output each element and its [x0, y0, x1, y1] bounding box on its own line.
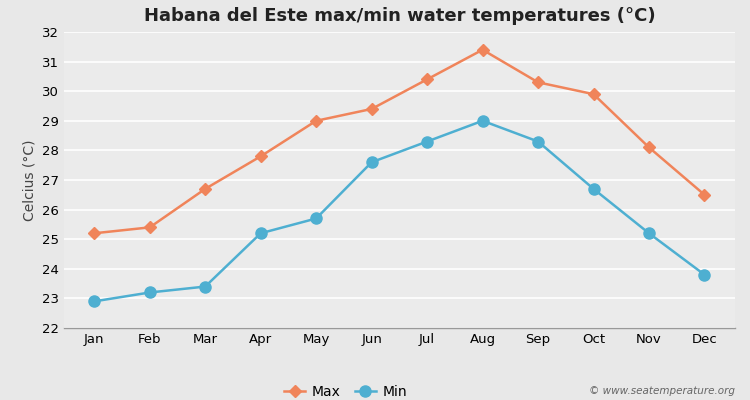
Min [533, 139, 542, 144]
Text: © www.seatemperature.org: © www.seatemperature.org [589, 386, 735, 396]
Max [90, 231, 99, 236]
Min [90, 299, 99, 304]
Max [201, 186, 210, 191]
Min [700, 272, 709, 277]
Title: Habana del Este max/min water temperatures (°C): Habana del Este max/min water temperatur… [143, 7, 656, 25]
Min [368, 160, 376, 165]
Max [312, 118, 321, 123]
Max [478, 47, 487, 52]
Max [256, 154, 265, 159]
Max [700, 192, 709, 197]
Line: Max: Max [90, 46, 709, 238]
Min [312, 216, 321, 221]
Line: Min: Min [88, 115, 710, 307]
Max [533, 80, 542, 85]
Max [589, 92, 598, 96]
Min [478, 118, 487, 123]
Min [422, 139, 431, 144]
Max [644, 145, 653, 150]
Max [422, 77, 431, 82]
Legend: Max, Min: Max, Min [284, 385, 407, 399]
Max [368, 106, 376, 111]
Min [256, 231, 265, 236]
Min [589, 186, 598, 191]
Min [201, 284, 210, 289]
Y-axis label: Celcius (°C): Celcius (°C) [22, 139, 36, 221]
Min [644, 231, 653, 236]
Min [146, 290, 154, 295]
Max [146, 225, 154, 230]
